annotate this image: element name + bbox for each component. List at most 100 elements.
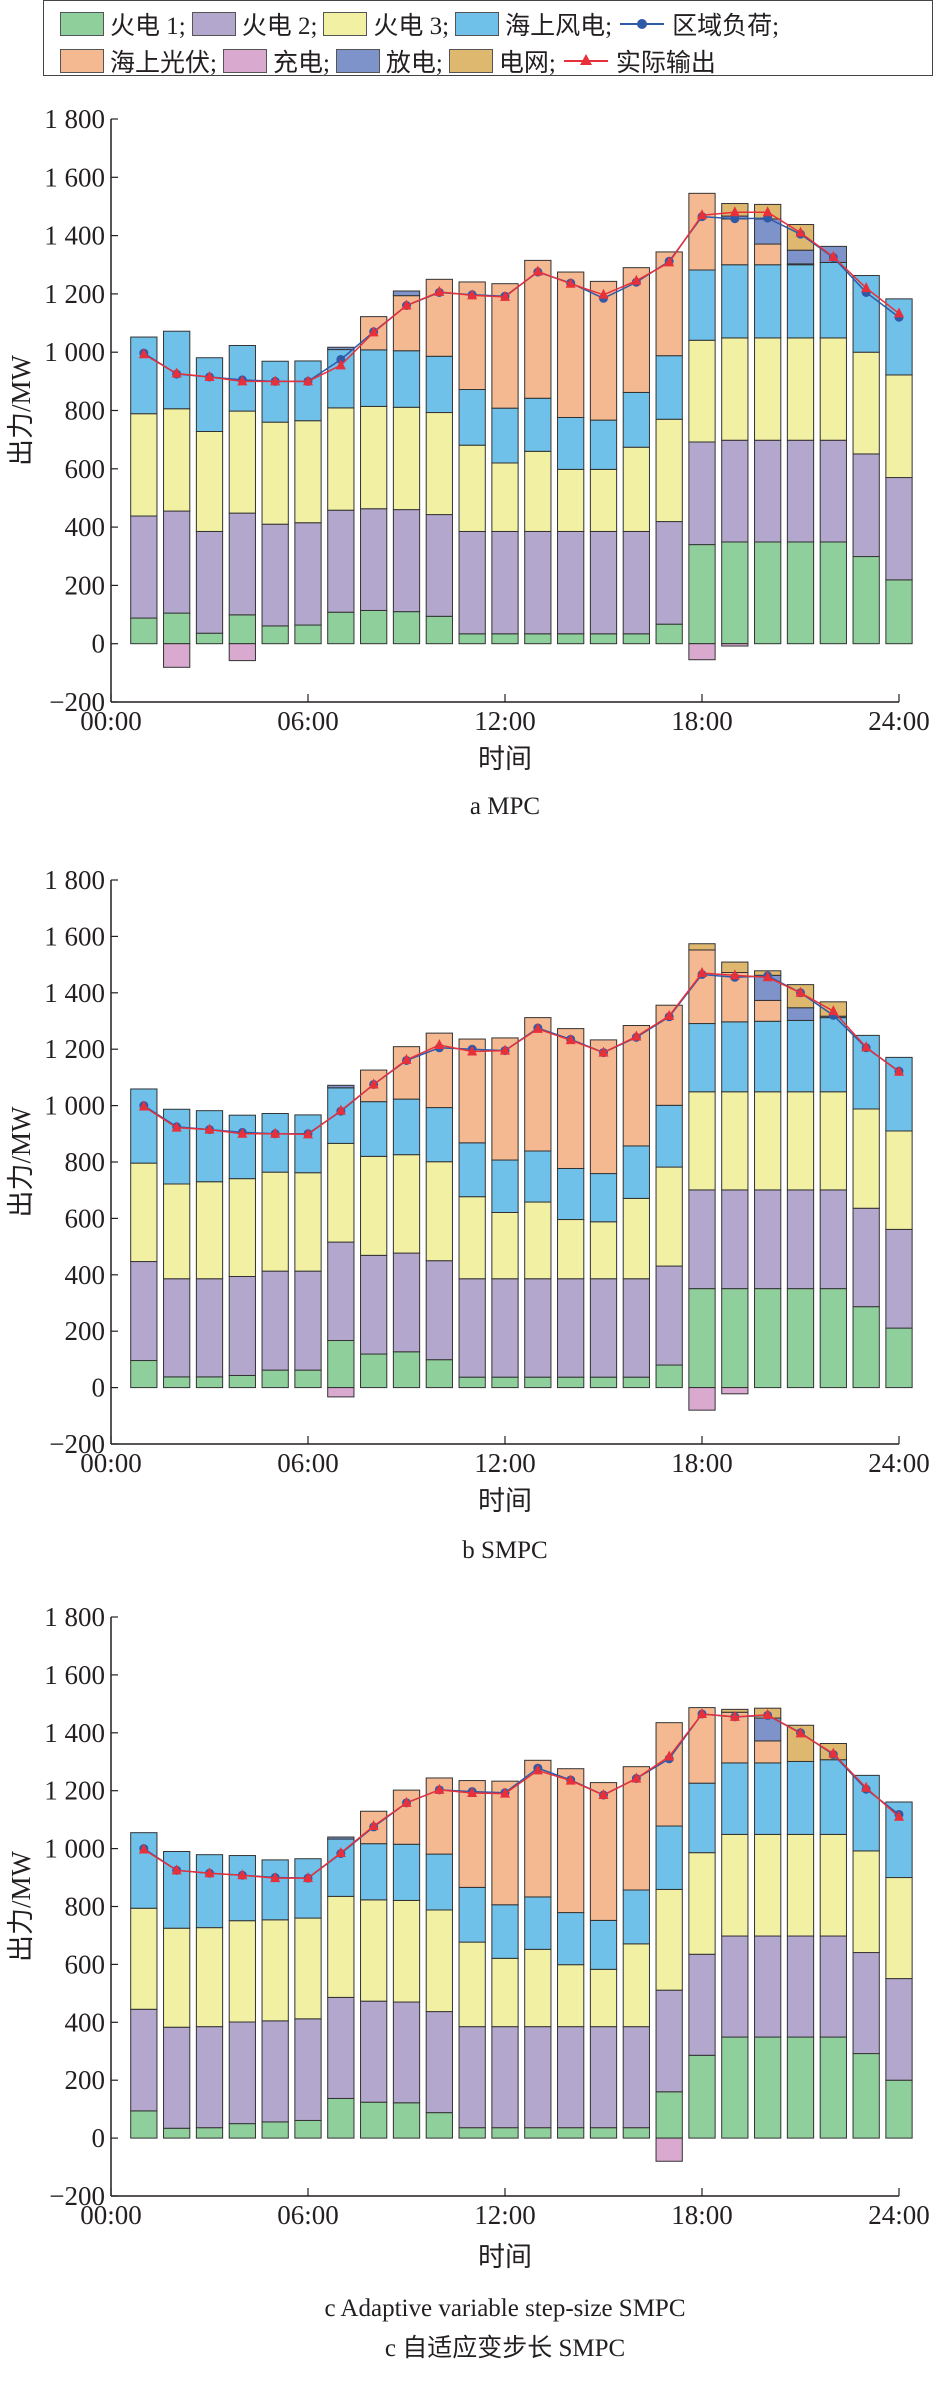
x-tick-label: 18:00 <box>671 706 733 736</box>
bar-segment-0-5 <box>261 2121 289 2139</box>
y-tick-label: 1 600 <box>44 162 105 192</box>
bar-segment-1-18 <box>688 1953 716 2056</box>
output-point <box>434 1038 445 1049</box>
y-tick-label: 0 <box>92 629 106 659</box>
output-point <box>434 285 445 296</box>
output-point <box>237 1869 248 1880</box>
y-tick-label: 600 <box>65 454 106 484</box>
bar-segment-1-16 <box>622 1278 650 1378</box>
bar-segment-0-11 <box>458 633 486 645</box>
legend-row-2: 海上光伏; 充电; 放电; 电网; 实际输出 <box>54 43 716 79</box>
chart-c: −200 0 200 400 600 800 1 000 1 200 1 400 1 600 1 8… <box>6 1602 930 2362</box>
bar-segment-2-17 <box>655 1166 683 1267</box>
output-point <box>598 1046 609 1057</box>
output-point <box>565 1034 576 1045</box>
bar-segment-4-17 <box>655 1722 683 1827</box>
bar-segment-2-5 <box>261 1919 289 2022</box>
bar-segment-0-6 <box>294 624 322 645</box>
bar-charge-18 <box>688 643 716 661</box>
bar-segment-3-15 <box>589 1919 618 1970</box>
bar-segment-1-4 <box>228 2021 256 2125</box>
bar-segment-4-11 <box>458 281 486 391</box>
y-tick-label: 800 <box>65 1892 106 1922</box>
bar-segment-3-9 <box>392 1843 421 1901</box>
y-tick-label: 400 <box>65 2007 106 2037</box>
output-point <box>795 1727 806 1738</box>
legend-label: 电网; <box>498 50 556 77</box>
bar-segment-0-17 <box>655 623 683 645</box>
output-point <box>598 288 609 299</box>
bar-segment-3-16 <box>622 1889 650 1945</box>
legend-swatch <box>323 12 368 36</box>
bar-segment-1-7 <box>327 1996 355 2099</box>
bar-segment-1-10 <box>425 1260 453 1361</box>
chart-a: −200 0 200 400 600 800 1 000 1 200 1 400 1 600 1 8… <box>6 104 930 820</box>
bar-segment-2-10 <box>425 1909 453 2013</box>
bar-segment-0-8 <box>360 1353 388 1389</box>
bar-segment-4-17 <box>655 251 683 357</box>
bar-segment-3-9 <box>392 350 421 408</box>
bar-segment-0-14 <box>557 1376 585 1389</box>
chart-caption-chinese: c 自适应变步长 SMPC <box>385 2334 625 2362</box>
bar-segment-1-20 <box>754 1935 782 2038</box>
bar-segment-2-20 <box>754 337 782 441</box>
bar-segment-0-24 <box>885 579 913 645</box>
output-point <box>532 1022 543 1033</box>
bar-segment-2-2 <box>163 408 191 512</box>
y-tick-label: 800 <box>65 396 106 426</box>
bar-charge-19 <box>721 643 749 647</box>
bar-segment-3-13 <box>524 397 552 452</box>
bar-segment-1-23 <box>852 1952 880 2055</box>
bar-segment-5-9 <box>392 290 421 297</box>
bar-segment-2-8 <box>360 1155 388 1256</box>
bar-segment-3-15 <box>589 1173 618 1223</box>
bar-segment-0-14 <box>557 633 585 645</box>
bar-segment-0-20 <box>754 2036 782 2139</box>
x-axis-label: 时间 <box>478 2242 532 2272</box>
bar-segment-0-2 <box>163 1376 191 1389</box>
bar-segment-3-20 <box>754 1020 782 1093</box>
bar-segment-3-12 <box>491 407 519 464</box>
bar-segment-0-22 <box>819 2036 847 2139</box>
bar-segment-3-21 <box>786 1019 815 1093</box>
bar-charge-2 <box>163 643 191 668</box>
bar-segment-3-19 <box>721 264 749 339</box>
bar-segment-2-21 <box>786 1091 815 1191</box>
legend-label: 放电; <box>385 50 443 77</box>
x-tick-label: 12:00 <box>474 2200 536 2230</box>
bar-segment-3-8 <box>360 349 388 407</box>
bar-segment-3-14 <box>557 416 585 470</box>
legend-swatch <box>191 12 236 36</box>
bar-segment-2-4 <box>228 410 256 514</box>
bar-segment-1-13 <box>524 530 552 635</box>
x-tick-label: 06:00 <box>277 706 339 736</box>
bar-segment-2-9 <box>392 1154 421 1254</box>
bar-segment-2-20 <box>754 1833 782 1937</box>
bar-segment-2-14 <box>557 1964 585 2028</box>
bar-segment-5-21 <box>786 1007 815 1021</box>
output-point <box>237 1127 248 1138</box>
bar-segment-2-7 <box>327 407 355 511</box>
output-point <box>729 206 740 217</box>
bar-segment-1-2 <box>163 1278 191 1378</box>
bar-segment-0-10 <box>425 615 453 645</box>
y-tick-label: 0 <box>92 2123 106 2153</box>
output-point <box>204 370 215 381</box>
output-point <box>270 1872 281 1883</box>
bar-segment-0-21 <box>786 541 815 645</box>
output-point <box>697 1707 707 1718</box>
x-tick-label: 06:00 <box>277 1448 339 1478</box>
bar-segment-3-18 <box>688 1782 716 1854</box>
output-point <box>532 265 543 276</box>
bar-segment-1-18 <box>688 1189 716 1290</box>
output-point <box>500 290 510 301</box>
bar-segment-3-8 <box>360 1843 388 1901</box>
output-point <box>467 289 478 300</box>
legend-item: 充电; <box>217 43 330 79</box>
bar-segment-4-18 <box>688 192 716 271</box>
y-tick-label: 1 800 <box>44 1602 105 1632</box>
output-point <box>335 359 346 370</box>
y-tick-label: 600 <box>65 1949 106 1979</box>
bar-segment-2-15 <box>589 1221 618 1280</box>
output-point <box>368 1078 379 1089</box>
